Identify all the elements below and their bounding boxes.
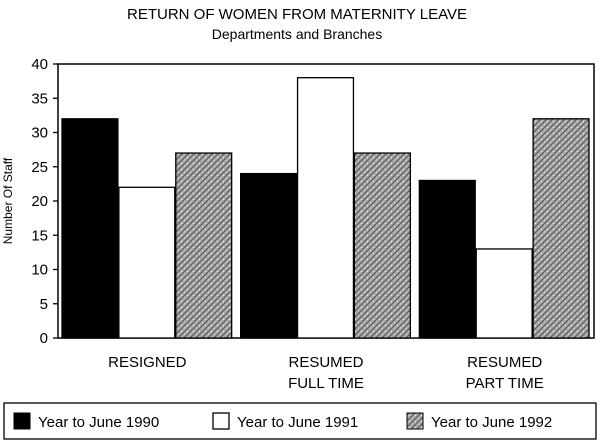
legend-label-1991: Year to June 1991 [237,414,358,431]
bar [532,118,590,339]
bar [61,118,119,339]
legend-swatch-1990 [13,412,31,430]
y-tick-label: 20 [31,193,48,210]
category-label: RESUMED [467,354,542,371]
legend-label-1990: Year to June 1990 [38,414,159,431]
bar [118,186,176,339]
bar [175,152,233,339]
chart-subtitle: Departments and Branches [212,26,382,42]
category-label: PART TIME [466,375,544,392]
category-label: RESUMED [288,354,363,371]
category-label: FULL TIME [288,375,364,392]
y-axis: 0 5 10 15 20 25 30 35 40 [31,56,58,347]
legend-label-1992: Year to June 1992 [431,414,552,431]
legend-frame [3,402,597,440]
y-tick-label: 35 [31,90,48,107]
y-tick-label: 5 [40,296,48,313]
bar [296,77,355,339]
y-tick-label: 25 [31,159,48,176]
x-axis-categories: RESIGNED RESUMED FULL TIME RESUMED PART TIME [108,354,544,392]
chart-title: RETURN OF WOMEN FROM MATERNITY LEAVE [127,6,467,23]
bar [240,172,298,339]
y-tick-label: 0 [40,330,48,347]
y-tick-label: 15 [31,227,48,244]
bar [418,179,476,339]
y-tick-label: 30 [31,125,48,142]
bars [61,77,590,339]
y-axis-label: Number Of Staff [1,157,15,244]
legend-swatch-1992 [406,412,424,430]
y-tick-label: 10 [31,262,48,279]
legend: Year to June 1990 Year to June 1991 Year… [3,402,597,440]
y-tick-label: 40 [31,56,48,73]
bar [475,248,533,339]
category-label: RESIGNED [108,354,187,371]
legend-swatch-1991 [212,412,230,430]
bar [353,152,411,339]
